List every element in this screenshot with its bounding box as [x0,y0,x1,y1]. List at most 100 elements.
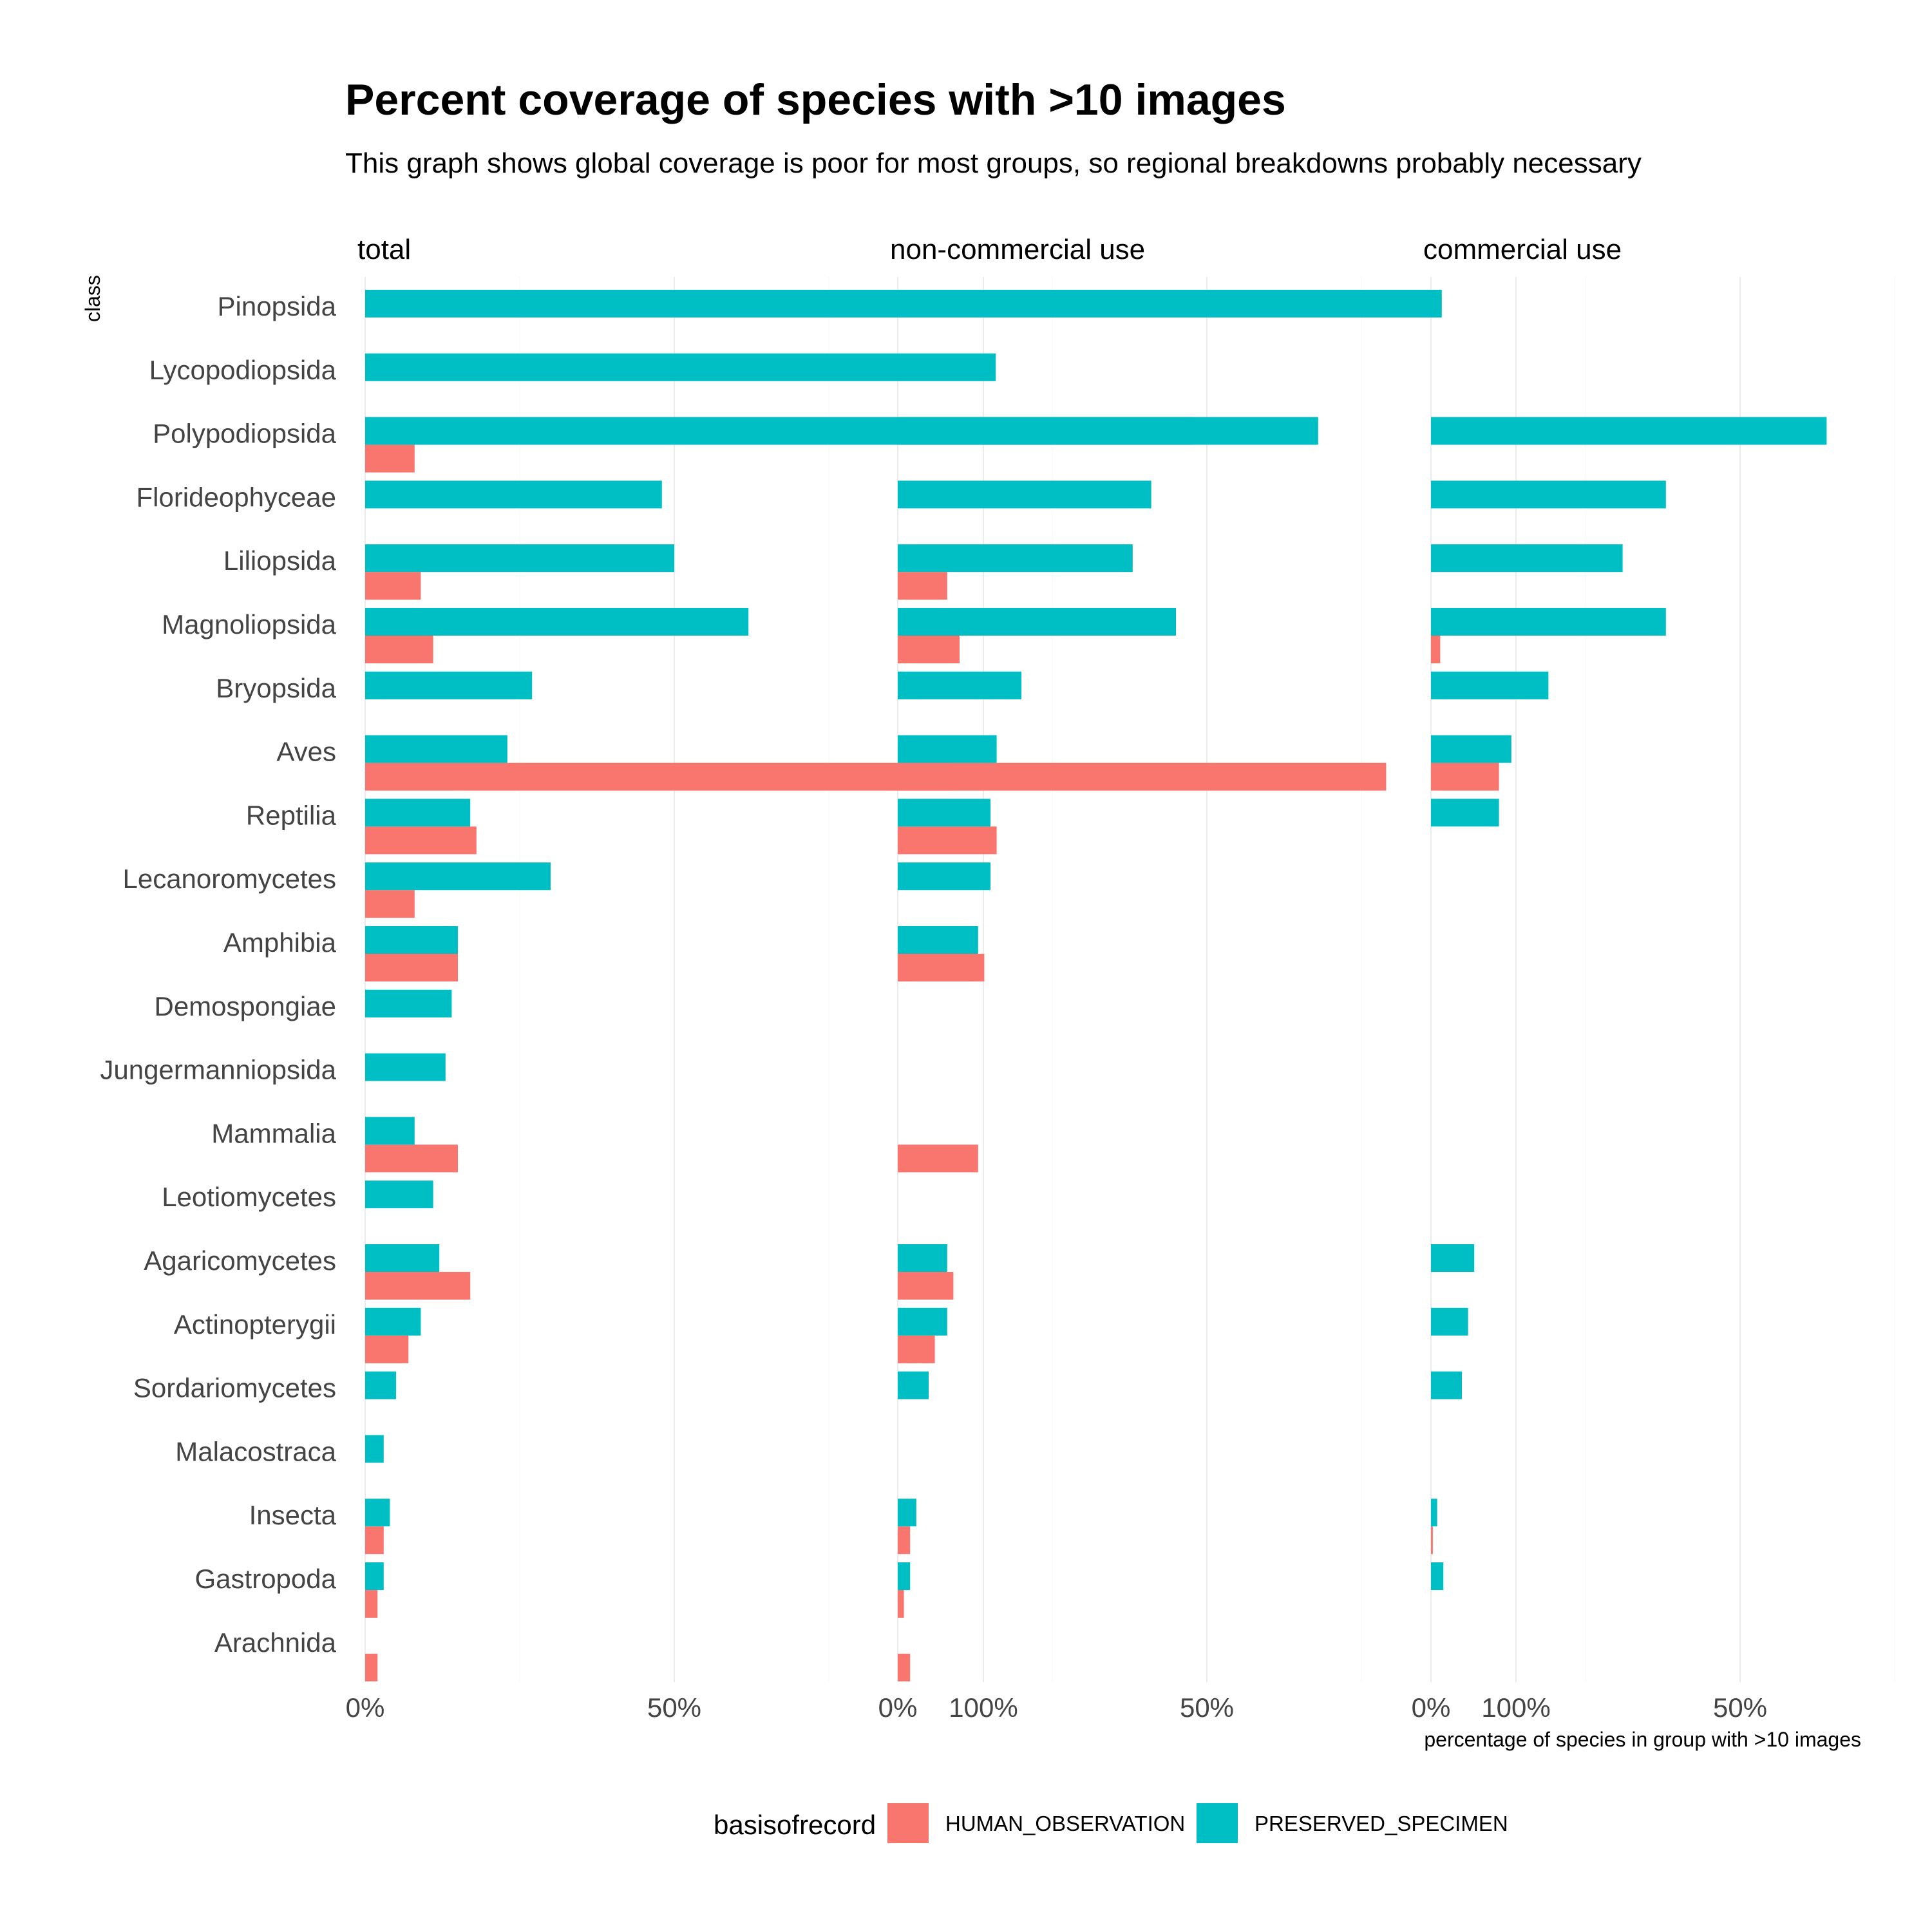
category-label-polypodiopsida: Polypodiopsida [153,419,337,449]
x-tick-labels: 0%50%100%0%50%100%0%50%100% [346,1692,1767,1723]
bar-non-commercial-use-magnoliopsida-human-observation [898,636,960,663]
bar-non-commercial-use-amphibia-preserved-specimen [898,926,978,954]
bar-non-commercial-use-lecanoromycetes-preserved-specimen [898,862,990,891]
bar-total-mammalia-human-observation [365,1144,458,1173]
legend-title: basisofrecord [714,1810,876,1840]
bar-non-commercial-use-pinopsida-preserved-specimen [898,290,1442,317]
bar-commercial-use-polypodiopsida-preserved-specimen [1431,417,1827,445]
bar-total-sordariomycetes-preserved-specimen [365,1371,396,1399]
bar-non-commercial-use-bryopsida-preserved-specimen [898,671,1021,699]
x-tick-total-100: 100% [949,1692,1018,1723]
category-label-amphibia: Amphibia [223,927,337,958]
bar-total-malacostraca-preserved-specimen [365,1435,384,1463]
bar-non-commercial-use-florideophyceae-preserved-specimen [898,480,1151,509]
bar-commercial-use-reptilia-preserved-specimen [1431,799,1499,827]
category-label-leotiomycetes: Leotiomycetes [162,1182,336,1212]
bar-commercial-use-liliopsida-preserved-specimen [1431,544,1623,573]
bar-total-lecanoromycetes-human-observation [365,890,415,918]
category-label-agaricomycetes: Agaricomycetes [144,1245,336,1276]
category-label-aves: Aves [276,737,336,767]
bar-non-commercial-use-reptilia-preserved-specimen [898,799,990,827]
bar-total-aves-preserved-specimen [365,735,507,763]
x-tick-non-commercial-use-0: 0% [878,1692,918,1723]
bar-commercial-use-actinopterygii-preserved-specimen [1431,1307,1468,1336]
bar-commercial-use-bryopsida-preserved-specimen [1431,671,1549,699]
x-tick-total-50: 50% [647,1692,701,1723]
category-label-insecta: Insecta [249,1500,337,1530]
bars-layer [365,290,1827,1681]
bar-non-commercial-use-arachnida-human-observation [898,1653,911,1681]
category-labels: Pinopsida Lycopodiopsida Polypodiopsida Flo… [100,291,336,1658]
x-axis-title: percentage of species in group with >10 … [1424,1728,1861,1751]
y-axis-title: class [81,275,104,322]
bar-non-commercial-use-gastropoda-preserved-specimen [898,1562,911,1590]
chart-subtitle: This graph shows global coverage is poor… [345,147,1642,179]
bar-total-amphibia-human-observation [365,954,458,981]
bar-total-leotiomycetes-preserved-specimen [365,1180,433,1209]
bar-non-commercial-use-sordariomycetes-preserved-specimen [898,1371,929,1399]
bar-non-commercial-use-actinopterygii-human-observation [898,1335,935,1363]
category-label-liliopsida: Liliopsida [223,545,337,576]
bar-total-jungermanniopsida-preserved-specimen [365,1053,446,1081]
bar-total-demospongiae-preserved-specimen [365,989,452,1018]
bar-total-actinopterygii-human-observation [365,1335,409,1363]
bar-total-mammalia-preserved-specimen [365,1117,415,1145]
bar-total-lycopodiopsida-preserved-specimen [365,353,996,381]
facet-labels: total non-commercial use commercial use [357,234,1622,265]
bar-non-commercial-use-polypodiopsida-preserved-specimen [898,417,1318,445]
bar-total-reptilia-preserved-specimen [365,799,471,827]
bar-total-liliopsida-human-observation [365,572,421,600]
facet-label-non-commercial-use: non-commercial use [890,234,1145,265]
x-tick-commercial-use-0: 0% [1412,1692,1451,1723]
bar-non-commercial-use-amphibia-human-observation [898,954,985,981]
bar-non-commercial-use-agaricomycetes-human-observation [898,1272,954,1300]
bar-total-polypodiopsida-human-observation [365,444,415,473]
bar-total-arachnida-human-observation [365,1653,378,1681]
category-label-magnoliopsida: Magnoliopsida [162,609,336,639]
bar-commercial-use-agaricomycetes-preserved-specimen [1431,1244,1475,1272]
category-label-lecanoromycetes: Lecanoromycetes [122,864,336,894]
bar-non-commercial-use-gastropoda-human-observation [898,1590,904,1618]
bar-total-reptilia-human-observation [365,826,477,855]
category-label-bryopsida: Bryopsida [216,673,336,703]
bar-commercial-use-magnoliopsida-human-observation [1431,636,1441,663]
category-label-malacostraca: Malacostraca [175,1436,336,1466]
bar-commercial-use-aves-human-observation [1431,762,1499,791]
bar-total-aves-human-observation [365,762,952,791]
bar-total-lecanoromycetes-preserved-specimen [365,862,551,891]
category-label-arachnida: Arachnida [214,1627,337,1658]
x-tick-non-commercial-use-100: 100% [1481,1692,1550,1723]
facet-label-total: total [357,234,411,265]
bar-total-florideophyceae-preserved-specimen [365,480,662,509]
chart-title: Percent coverage of species with >10 ima… [345,75,1286,124]
bar-total-insecta-human-observation [365,1526,384,1555]
bar-commercial-use-aves-preserved-specimen [1431,735,1511,763]
category-label-gastropoda: Gastropoda [195,1564,337,1594]
category-label-demospongiae: Demospongiae [154,991,336,1021]
bar-total-agaricomycetes-human-observation [365,1272,471,1300]
bar-total-gastropoda-preserved-specimen [365,1562,384,1590]
bar-non-commercial-use-agaricomycetes-preserved-specimen [898,1244,947,1272]
legend-label-human-observation: HUMAN_OBSERVATION [945,1812,1185,1835]
bar-total-actinopterygii-preserved-specimen [365,1307,421,1336]
bar-total-magnoliopsida-preserved-specimen [365,608,749,636]
category-label-actinopterygii: Actinopterygii [174,1309,336,1340]
x-tick-commercial-use-50: 50% [1713,1692,1767,1723]
legend: basisofrecord HUMAN_OBSERVATION PRESERVED… [714,1803,1508,1843]
bar-commercial-use-sordariomycetes-preserved-specimen [1431,1371,1462,1399]
bar-commercial-use-insecta-human-observation [1431,1526,1433,1555]
category-label-mammalia: Mammalia [211,1118,336,1148]
facet-label-commercial-use: commercial use [1423,234,1622,265]
bar-non-commercial-use-insecta-human-observation [898,1526,911,1555]
legend-swatch-human-observation [887,1803,929,1843]
bar-non-commercial-use-magnoliopsida-preserved-specimen [898,608,1176,636]
category-label-lycopodiopsida: Lycopodiopsida [149,355,337,385]
bar-total-magnoliopsida-human-observation [365,636,433,663]
bar-non-commercial-use-liliopsida-preserved-specimen [898,544,1133,573]
bar-non-commercial-use-insecta-preserved-specimen [898,1499,916,1527]
bar-commercial-use-insecta-preserved-specimen [1431,1499,1437,1527]
category-label-sordariomycetes: Sordariomycetes [133,1373,336,1403]
bar-total-agaricomycetes-preserved-specimen [365,1244,440,1272]
bar-non-commercial-use-reptilia-human-observation [898,826,997,855]
bar-non-commercial-use-aves-preserved-specimen [898,735,997,763]
